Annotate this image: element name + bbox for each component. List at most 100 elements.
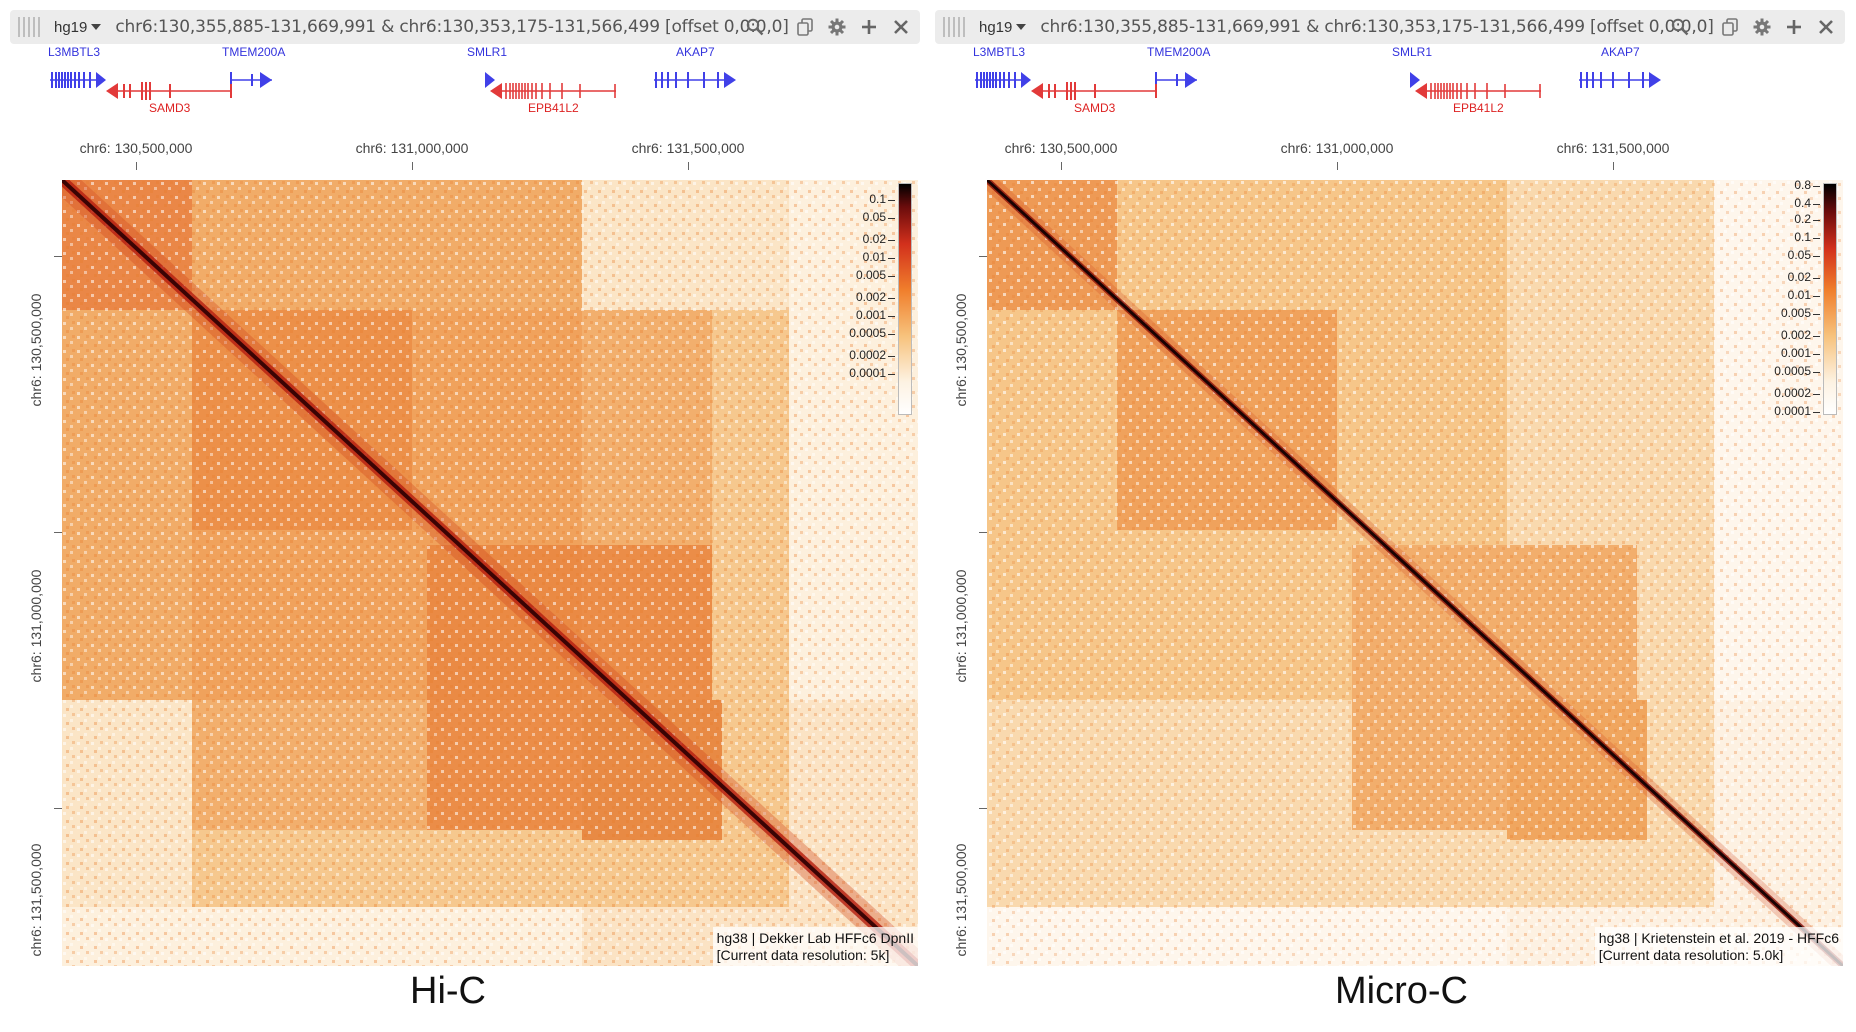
cb-tick xyxy=(1813,256,1820,257)
y-tick-label: chr6: 131,500,000 xyxy=(953,843,969,957)
gene-label[interactable]: L3MBTL3 xyxy=(973,45,1026,59)
colorbar-legend[interactable]: 0.1 0.05 0.02 0.01 0.005 0.002 0.001 0.0… xyxy=(849,180,914,430)
gene-akap7-glyph[interactable] xyxy=(1579,72,1661,88)
gene-l3mbtl3-glyph[interactable] xyxy=(50,72,106,88)
cb-tick xyxy=(888,218,895,219)
caption-text: Micro-C xyxy=(1335,970,1468,1012)
gene-akap7-glyph[interactable] xyxy=(654,72,736,88)
colorbar-gradient[interactable] xyxy=(898,183,912,415)
cb-label: 0.0001 xyxy=(1774,404,1811,418)
gene-annotation-track: L3MBTL3 TMEM200A SMLR1 AKAP7 SAMD3 EPB41… xyxy=(10,45,920,138)
cb-tick xyxy=(1813,220,1820,221)
gene-tmem200a-glyph[interactable] xyxy=(230,72,272,88)
copy-icon[interactable] xyxy=(794,16,816,38)
cb-label: 0.005 xyxy=(855,268,886,282)
gene-label[interactable]: SAMD3 xyxy=(1074,101,1116,115)
gene-samd3-glyph[interactable] xyxy=(1031,82,1157,100)
cb-tick xyxy=(888,200,895,201)
y-tick-label: chr6: 131,000,000 xyxy=(28,569,44,683)
y-tick xyxy=(979,532,987,533)
x-axis-ruler: chr6: 130,500,000 chr6: 131,000,000 chr6… xyxy=(62,140,918,176)
copy-icon[interactable] xyxy=(1719,16,1741,38)
cb-tick xyxy=(1813,204,1820,205)
assembly-dropdown[interactable]: hg19 xyxy=(979,19,1027,36)
colorbar-gradient[interactable] xyxy=(1823,183,1837,415)
location-search-field[interactable]: chr6:130,355,885-131,669,991 & chr6:130,… xyxy=(115,17,789,37)
assembly-dropdown[interactable]: hg19 xyxy=(54,18,102,36)
search-icon[interactable] xyxy=(1669,16,1691,38)
dataset-name: hg38 | Dekker Lab HFFc6 DpnII xyxy=(716,930,914,946)
y-tick xyxy=(54,532,62,533)
x-tick-label: chr6: 131,000,000 xyxy=(355,140,469,156)
cb-label: 0.0001 xyxy=(849,366,886,380)
gene-tmem200a-glyph[interactable] xyxy=(1155,72,1197,88)
cb-tick xyxy=(1813,412,1820,413)
cb-label: 0.05 xyxy=(862,210,886,224)
cb-label: 0.1 xyxy=(1794,230,1811,244)
y-tick-label: chr6: 131,500,000 xyxy=(28,843,44,957)
gene-epb41l2-glyph[interactable] xyxy=(1415,83,1541,99)
microc-view-panel: hg19 chr6:130,355,885-131,669,991 & chr6… xyxy=(935,0,1845,1032)
hic-view-panel: hg19 chr6:130,355,885-131,669,991 & chr6… xyxy=(10,0,920,1032)
gene-glyphs xyxy=(50,72,736,100)
assembly-label: hg19 xyxy=(54,18,88,36)
dataset-info-overlay: hg38 | Krietenstein et al. 2019 - HFFc6 … xyxy=(1594,927,1843,966)
caret-down-icon xyxy=(91,24,102,30)
cb-tick xyxy=(1813,186,1820,187)
gene-label[interactable]: EPB41L2 xyxy=(1453,101,1504,115)
x-tick xyxy=(1061,162,1062,170)
microc-contact-heatmap[interactable]: 0.8 0.4 0.2 0.1 0.05 0.02 0.01 0.005 0.0… xyxy=(987,178,1843,966)
gene-epb41l2-glyph[interactable] xyxy=(490,83,616,99)
cb-tick xyxy=(888,240,895,241)
gene-smlr1-glyph[interactable] xyxy=(485,72,495,88)
cb-label: 0.0005 xyxy=(849,326,886,340)
add-icon[interactable] xyxy=(858,16,880,38)
cb-label: 0.0002 xyxy=(1774,386,1811,400)
x-axis-ruler: chr6: 130,500,000 chr6: 131,000,000 chr6… xyxy=(987,140,1843,176)
close-icon[interactable] xyxy=(1815,16,1837,38)
gear-icon[interactable] xyxy=(1751,16,1773,38)
gene-label[interactable]: EPB41L2 xyxy=(528,101,579,115)
gene-smlr1-glyph[interactable] xyxy=(1410,72,1420,88)
cb-label: 0.1 xyxy=(869,192,886,206)
y-tick-label: chr6: 130,500,000 xyxy=(28,293,44,407)
cb-label: 0.4 xyxy=(1794,196,1811,210)
cb-label: 0.002 xyxy=(1780,328,1811,342)
gene-l3mbtl3-glyph[interactable] xyxy=(975,72,1031,88)
cb-tick xyxy=(1813,238,1820,239)
cb-tick xyxy=(1813,278,1820,279)
x-tick-label: chr6: 130,500,000 xyxy=(1004,140,1118,156)
drag-handle-icon[interactable] xyxy=(18,17,40,37)
gene-label[interactable]: TMEM200A xyxy=(222,45,286,59)
drag-handle-icon[interactable] xyxy=(943,17,965,37)
search-icon[interactable] xyxy=(744,16,766,38)
cb-label: 0.002 xyxy=(855,290,886,304)
hic-contact-heatmap[interactable]: 0.1 0.05 0.02 0.01 0.005 0.002 0.001 0.0… xyxy=(62,180,918,966)
gear-icon[interactable] xyxy=(826,16,848,38)
view-header: hg19 chr6:130,355,885-131,669,991 & chr6… xyxy=(10,10,920,44)
colorbar-legend[interactable]: 0.8 0.4 0.2 0.1 0.05 0.02 0.01 0.005 0.0… xyxy=(1774,178,1839,430)
gene-label[interactable]: TMEM200A xyxy=(1147,45,1211,59)
dataset-info-overlay: hg38 | Dekker Lab HFFc6 DpnII [Current d… xyxy=(712,927,918,966)
cb-tick xyxy=(888,374,895,375)
cb-label: 0.001 xyxy=(1780,346,1811,360)
add-icon[interactable] xyxy=(1783,16,1805,38)
gene-label[interactable]: AKAP7 xyxy=(1601,45,1640,59)
gene-samd3-glyph[interactable] xyxy=(106,82,232,100)
x-tick-label: chr6: 131,000,000 xyxy=(1280,140,1394,156)
location-search-field[interactable]: chr6:130,355,885-131,669,991 & chr6:130,… xyxy=(1040,17,1714,37)
cb-label: 0.005 xyxy=(1780,306,1811,320)
y-tick xyxy=(54,256,62,257)
gene-label[interactable]: SMLR1 xyxy=(1392,45,1433,59)
x-tick-label: chr6: 131,500,000 xyxy=(631,140,745,156)
cb-tick xyxy=(1813,314,1820,315)
data-resolution: [Current data resolution: 5.0k] xyxy=(1598,947,1784,963)
gene-label[interactable]: L3MBTL3 xyxy=(48,45,101,59)
gene-label[interactable]: SMLR1 xyxy=(467,45,508,59)
gene-label[interactable]: AKAP7 xyxy=(676,45,715,59)
heatmap-canvas xyxy=(987,180,1843,966)
close-icon[interactable] xyxy=(890,16,912,38)
cb-label: 0.02 xyxy=(862,232,886,246)
gene-label[interactable]: SAMD3 xyxy=(149,101,191,115)
cb-label: 0.02 xyxy=(1787,270,1811,284)
